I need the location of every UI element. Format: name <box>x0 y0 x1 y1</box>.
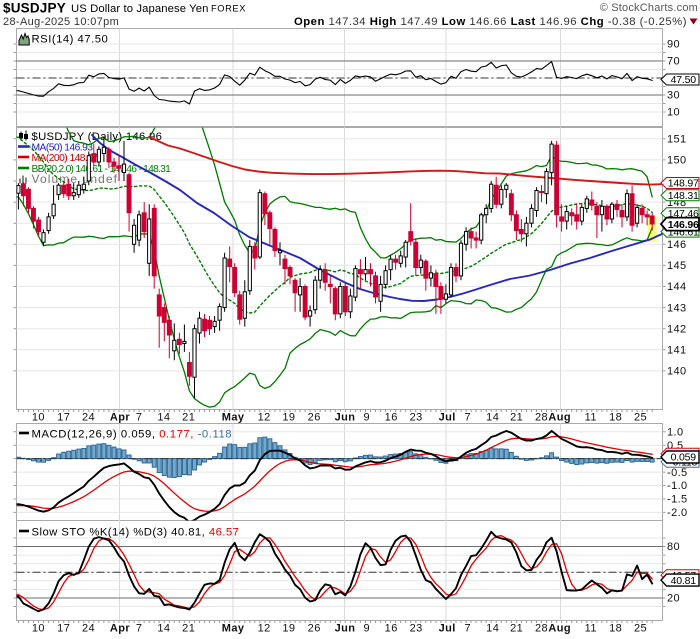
svg-text:150: 150 <box>667 155 687 167</box>
svg-text:10: 10 <box>32 623 45 635</box>
svg-text:14: 14 <box>486 623 499 635</box>
svg-text:21: 21 <box>182 623 195 635</box>
svg-text:26: 26 <box>308 623 321 635</box>
svg-text:23: 23 <box>410 623 423 635</box>
svg-text:18: 18 <box>609 623 622 635</box>
svg-text:10: 10 <box>32 412 45 424</box>
svg-text:MA(50) 146.93: MA(50) 146.93 <box>32 142 94 153</box>
svg-text:24: 24 <box>82 623 95 635</box>
svg-text:RSI(14) 47.50: RSI(14) 47.50 <box>32 34 109 46</box>
svg-text:145: 145 <box>667 260 687 272</box>
svg-text:19: 19 <box>282 412 295 424</box>
svg-text:25: 25 <box>634 623 647 635</box>
svg-text:141: 141 <box>667 345 687 357</box>
svg-text:142: 142 <box>667 323 687 335</box>
svg-text:-2.0: -2.0 <box>667 507 688 519</box>
svg-text:Aug: Aug <box>548 623 571 635</box>
svg-text:11: 11 <box>585 412 597 424</box>
svg-text:143: 143 <box>667 302 687 314</box>
svg-text:148.97: 148.97 <box>668 178 699 190</box>
svg-text:$USDJPY (Daily) 146.96: $USDJPY (Daily) 146.96 <box>32 131 163 143</box>
svg-text:26: 26 <box>308 412 321 424</box>
svg-text:14: 14 <box>486 412 499 424</box>
svg-text:14: 14 <box>157 412 170 424</box>
svg-text:Jun: Jun <box>335 412 356 424</box>
svg-text:-1.0: -1.0 <box>667 480 688 492</box>
svg-text:12: 12 <box>258 412 271 424</box>
svg-text:47.50: 47.50 <box>671 74 697 86</box>
svg-text:21: 21 <box>182 412 195 424</box>
svg-text:FOREX: FOREX <box>211 4 246 14</box>
svg-text:7: 7 <box>136 412 143 424</box>
svg-text:Jul: Jul <box>439 623 456 635</box>
svg-text:146: 146 <box>667 239 687 251</box>
svg-text:7: 7 <box>465 623 472 635</box>
svg-text:0.059: 0.059 <box>671 452 697 464</box>
svg-text:28: 28 <box>535 412 548 424</box>
svg-text:25: 25 <box>634 412 647 424</box>
svg-text:Apr: Apr <box>110 412 130 424</box>
svg-text:BB(20,2.0) 146.61 - 147.46 - 1: BB(20,2.0) 146.61 - 147.46 - 148.31 <box>32 164 172 175</box>
svg-text:14: 14 <box>157 623 170 635</box>
svg-text:Jun: Jun <box>335 623 356 635</box>
svg-text:19: 19 <box>282 623 295 635</box>
svg-text:-0.5: -0.5 <box>667 467 688 479</box>
svg-text:$USDJPY: $USDJPY <box>3 1 66 16</box>
svg-text:16: 16 <box>385 623 398 635</box>
svg-text:Aug: Aug <box>548 412 571 424</box>
svg-text:Apr: Apr <box>110 623 130 635</box>
svg-text:21: 21 <box>510 412 523 424</box>
svg-text:148.31: 148.31 <box>668 190 699 202</box>
svg-text:-1.5: -1.5 <box>667 494 688 506</box>
svg-text:US Dollar to Japanese Yen: US Dollar to Japanese Yen <box>71 3 209 15</box>
svg-text:9: 9 <box>364 623 371 635</box>
svg-text:1.0: 1.0 <box>667 426 684 438</box>
svg-text:30: 30 <box>667 90 680 102</box>
svg-text:140: 140 <box>667 366 687 378</box>
svg-text:144: 144 <box>667 281 687 293</box>
svg-text:80: 80 <box>667 541 680 553</box>
svg-text:21: 21 <box>510 623 523 635</box>
svg-text:Volume undef: Volume undef <box>32 172 119 186</box>
svg-text:May: May <box>222 623 245 635</box>
svg-text:151: 151 <box>667 134 687 146</box>
svg-text:Open 147.34 High 147.49 Low 14: Open 147.34 High 147.49 Low 146.66 Last … <box>294 16 687 28</box>
svg-text:7: 7 <box>465 412 472 424</box>
svg-text:10: 10 <box>667 107 680 119</box>
svg-text:MA(200) 148.97: MA(200) 148.97 <box>32 153 99 164</box>
svg-text:11: 11 <box>585 623 597 635</box>
svg-text:146.96: 146.96 <box>668 219 699 231</box>
svg-text:12: 12 <box>258 623 271 635</box>
svg-text:17: 17 <box>57 623 70 635</box>
svg-text:90: 90 <box>667 39 680 51</box>
svg-text:40.81: 40.81 <box>671 575 697 587</box>
svg-text:70: 70 <box>667 56 680 68</box>
svg-text:May: May <box>222 412 245 424</box>
svg-text:7: 7 <box>136 623 143 635</box>
svg-text:Slow STO %K(14) %D(3) 40.81, 4: Slow STO %K(14) %D(3) 40.81, 46.57 <box>32 526 240 538</box>
svg-text:17: 17 <box>57 412 70 424</box>
svg-text:18: 18 <box>609 412 622 424</box>
svg-text:20: 20 <box>667 593 680 605</box>
svg-text:28: 28 <box>535 623 548 635</box>
svg-text:16: 16 <box>385 412 398 424</box>
svg-text:Jul: Jul <box>439 412 456 424</box>
svg-text:23: 23 <box>410 412 423 424</box>
svg-text:MACD(12,26,9) 0.059, 0.177, -0: MACD(12,26,9) 0.059, 0.177, -0.118 <box>32 428 233 440</box>
svg-text:© StockCharts.com: © StockCharts.com <box>600 2 698 14</box>
svg-text:9: 9 <box>364 412 371 424</box>
svg-text:24: 24 <box>82 412 95 424</box>
svg-text:28-Aug-2025 10:07pm: 28-Aug-2025 10:07pm <box>3 16 119 28</box>
